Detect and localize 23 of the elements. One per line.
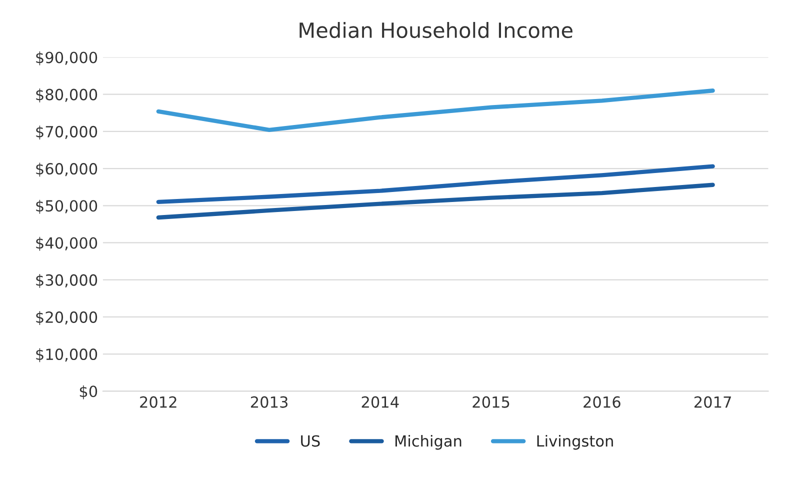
- x-tick-label: 2012: [140, 396, 176, 408]
- legend-label: US: [301, 435, 320, 447]
- line-series: [156, 164, 715, 204]
- y-tick-label: $50,000: [36, 200, 98, 214]
- y-tick-label: $10,000: [36, 348, 98, 362]
- y-tick-label: $20,000: [36, 311, 98, 325]
- x-tick-label: 2017: [694, 396, 731, 408]
- line-series: [156, 182, 715, 220]
- y-tick-label: $30,000: [36, 274, 98, 288]
- y-tick-label: $80,000: [36, 88, 98, 102]
- x-tick-label: 2016: [584, 396, 620, 408]
- y-tick-label: $90,000: [36, 51, 98, 66]
- x-tick-label: 2013: [250, 396, 288, 408]
- line-series: [156, 88, 715, 132]
- x-tick-label: 2014: [362, 396, 399, 408]
- chart-title: Median Household Income: [300, 22, 572, 38]
- x-tick-label: 2015: [472, 396, 510, 408]
- y-tick-label: $60,000: [36, 162, 98, 177]
- y-tick-label: $0: [80, 385, 98, 400]
- legend-label: Michigan: [395, 434, 462, 450]
- legend-label: Livingston: [537, 434, 613, 450]
- y-tick-label: $40,000: [36, 236, 98, 251]
- y-tick-label: $70,000: [36, 126, 98, 140]
